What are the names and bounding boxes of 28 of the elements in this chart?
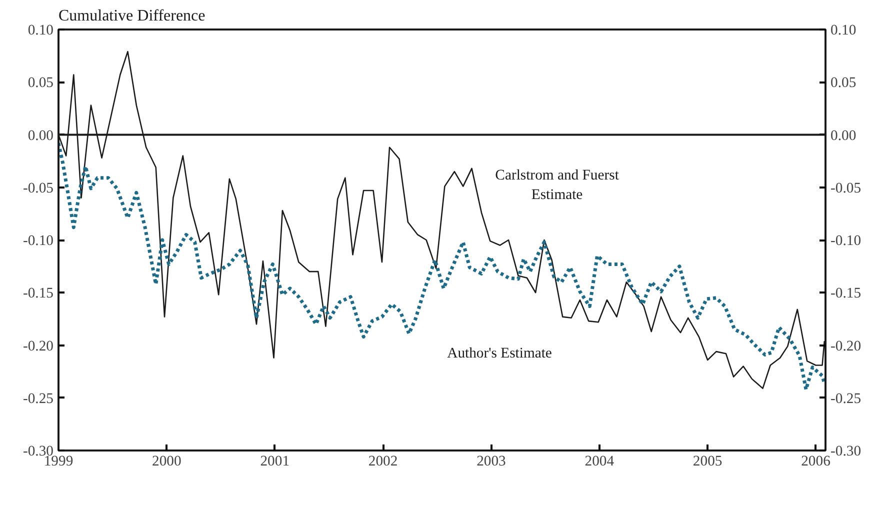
y2-tick-label: 0.05 xyxy=(830,75,856,92)
y-tick-label: 0.10 xyxy=(28,22,54,38)
y2-tick-label: -0.15 xyxy=(830,286,862,302)
x-tick-label: 2000 xyxy=(152,454,182,470)
x-tick-label: 2003 xyxy=(476,454,506,470)
y2-tick-label: -0.30 xyxy=(830,444,862,460)
x-tick-label: 2005 xyxy=(692,454,722,470)
y-axis-title: Cumulative Difference xyxy=(58,8,206,24)
y2-tick-label: -0.10 xyxy=(830,233,862,249)
y-tick-label: -0.25 xyxy=(22,390,54,407)
y-tick-label: -0.05 xyxy=(22,180,54,196)
y-tick-label: -0.20 xyxy=(22,338,54,354)
y2-tick-label: -0.05 xyxy=(830,180,862,196)
y2-tick-label: 0.10 xyxy=(830,22,856,38)
y-tick-label: -0.15 xyxy=(22,286,54,302)
annotation: Carlstrom and Fuerst Estimate xyxy=(495,168,619,203)
annotation: Author's Estimate xyxy=(447,346,552,362)
x-tick-label: 2004 xyxy=(584,454,615,470)
x-tick-label: 2001 xyxy=(260,454,290,470)
y2-tick-label: 0.00 xyxy=(830,128,856,144)
x-tick-label: 2006 xyxy=(801,454,830,470)
y2-tick-label: -0.20 xyxy=(830,338,862,354)
y-tick-label: 0.05 xyxy=(28,75,54,92)
y-tick-label: 0.00 xyxy=(28,128,54,144)
y2-tick-label: -0.25 xyxy=(830,390,862,407)
line-series xyxy=(58,141,826,392)
x-tick-label: 2002 xyxy=(368,454,398,470)
y-tick-label: -0.10 xyxy=(22,233,54,249)
